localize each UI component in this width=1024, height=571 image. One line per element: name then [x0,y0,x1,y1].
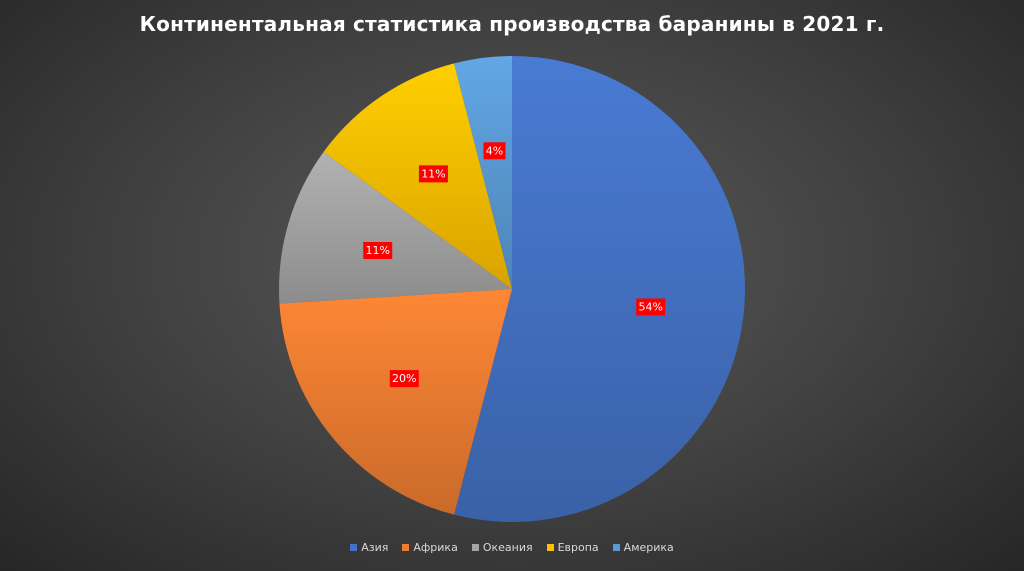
pie-slice-1 [279,289,512,515]
pie-slice-3 [323,63,512,289]
legend-item-1: Африка [402,541,458,554]
svg-text:54%: 54% [638,301,662,314]
legend-item-0: Азия [350,541,388,554]
data-label-3: 11% [418,165,448,183]
pie-data-labels: 54% 20% 11% 11% 4% [363,142,666,388]
legend-label: Азия [361,541,389,554]
legend-swatch [612,544,620,551]
pie-slices [279,56,746,522]
pie-slice-4 [454,56,512,289]
legend-swatch [471,544,479,551]
data-label-2: 11% [363,241,393,259]
legend-item-2: Океания [471,541,533,554]
data-label-0: 54% [636,298,666,316]
legend-item-4: Америка [612,541,674,554]
chart-legend: Азия Африка Океания Европа Америка [0,541,1024,554]
legend-label: Америка [623,541,674,554]
legend-item-3: Европа [546,541,599,554]
svg-text:11%: 11% [366,244,390,257]
pie-slice-2 [279,152,512,304]
legend-label: Океания [482,541,533,554]
data-label-1: 20% [389,370,419,388]
svg-text:20%: 20% [392,372,416,385]
legend-swatch [546,544,554,551]
legend-swatch [350,544,358,551]
legend-label: Европа [557,541,599,554]
data-label-4: 4% [483,142,506,160]
svg-text:11%: 11% [421,167,445,180]
svg-text:4%: 4% [486,144,503,157]
legend-swatch [402,544,410,551]
legend-label: Африка [413,541,458,554]
pie-slice-0 [454,56,746,522]
chart-title: Континентальная статистика производства … [139,12,885,36]
